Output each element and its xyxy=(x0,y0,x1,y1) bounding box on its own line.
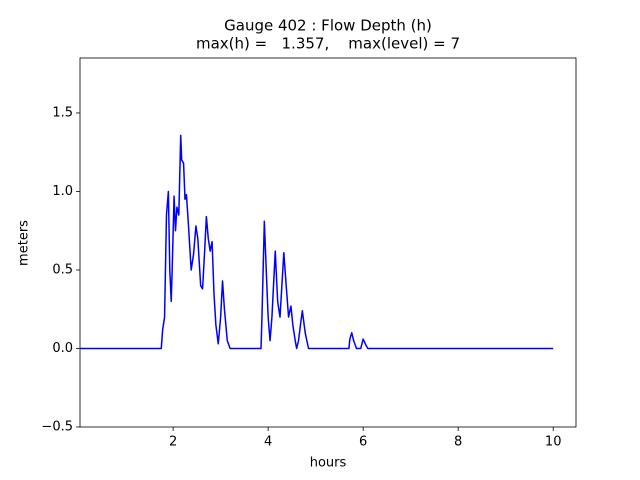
x-axis-label: hours xyxy=(310,456,347,471)
data-line xyxy=(80,134,554,350)
y-tick-label: 1.5 xyxy=(52,105,73,120)
y-tick-label: −0.5 xyxy=(41,420,73,435)
y-tick-label: 1.0 xyxy=(52,184,73,199)
x-tick-label: 4 xyxy=(264,435,272,450)
y-tick-label: 0.5 xyxy=(52,262,73,277)
x-tick-label: 8 xyxy=(454,435,462,450)
axes-frame xyxy=(79,57,577,428)
y-tick-label: 0.0 xyxy=(52,341,73,356)
y-axis-label: meters xyxy=(17,220,32,266)
x-tick-label: 2 xyxy=(169,435,177,450)
chart-title: Gauge 402 : Flow Depth (h) xyxy=(224,17,432,35)
x-tick-label: 6 xyxy=(359,435,367,450)
chart-subtitle: max(h) = 1.357, max(level) = 7 xyxy=(196,35,460,53)
x-tick-label: 10 xyxy=(545,435,562,450)
